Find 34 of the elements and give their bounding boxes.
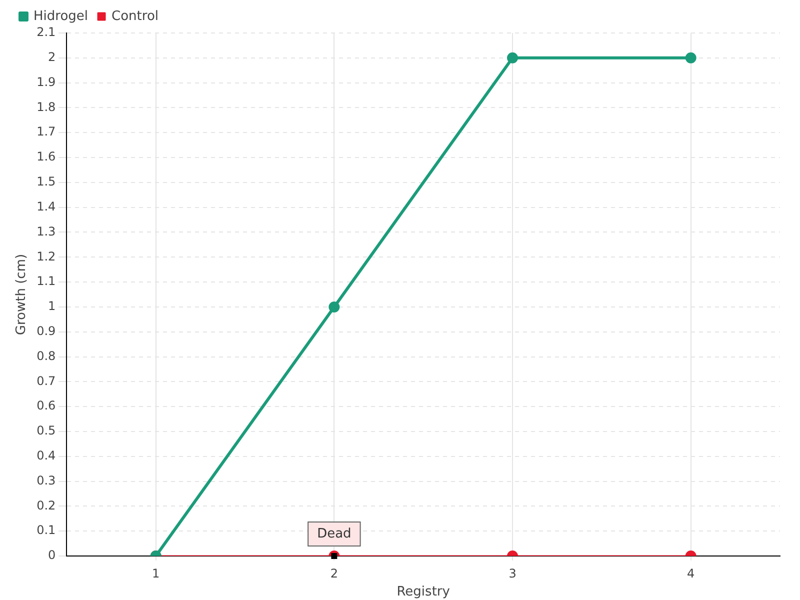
y-tick-label: 0.9	[36, 324, 56, 338]
y-tick-label: 1.1	[36, 274, 56, 288]
point	[328, 301, 340, 312]
x-tick-label: 4	[687, 566, 695, 580]
legend-label: Hidrogel	[34, 8, 88, 24]
y-tick-label: 1.8	[36, 100, 56, 114]
y-tick-label: 2	[48, 50, 56, 64]
y-tick-label: 1.4	[36, 199, 56, 214]
y-axis-title: Growth (cm)	[14, 254, 30, 336]
y-tick-label: 1.2	[36, 249, 56, 264]
y-tick-label: 1.3	[36, 224, 56, 238]
point	[685, 52, 696, 64]
y-tick-label: 0.1	[36, 523, 56, 538]
point	[507, 52, 518, 64]
annotation: Dead	[317, 526, 352, 542]
y-tick-label: 0.3	[36, 473, 56, 488]
legend-label: Control	[112, 8, 159, 24]
y-tick-label: 0.5	[36, 424, 56, 438]
x-tick-label: 2	[330, 566, 338, 580]
y-tick-label: 0.7	[36, 374, 56, 388]
y-tick-label: 1.5	[36, 174, 56, 189]
x-tick-label: 1	[152, 566, 160, 580]
y-tick-label: 0	[48, 548, 56, 562]
y-tick-label: 1.6	[36, 150, 56, 164]
y-tick-label: 1.9	[36, 74, 56, 89]
y-tick-label: 1.7	[36, 124, 56, 139]
x-tick-label: 3	[508, 566, 516, 580]
y-tick-label: 0.2	[36, 498, 56, 512]
x-axis-title: Registry	[396, 584, 450, 600]
y-tick-label: 2.1	[36, 25, 56, 40]
y-tick-label: 0.8	[36, 348, 56, 363]
y-tick-label: 0.4	[36, 448, 56, 463]
y-tick-label: 0.6	[36, 398, 56, 413]
y-tick-label: 1	[48, 299, 56, 314]
